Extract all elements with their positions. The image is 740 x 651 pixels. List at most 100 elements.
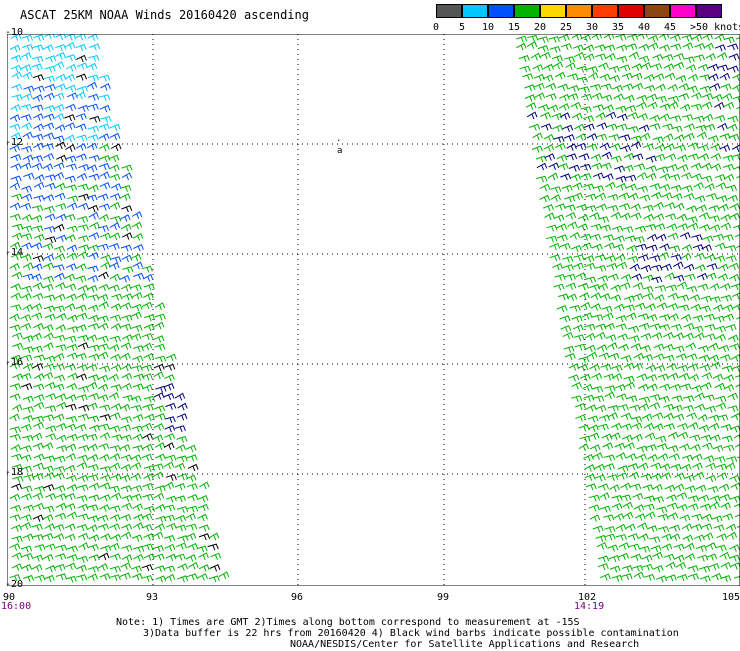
wind-barb	[664, 424, 675, 430]
wind-barb	[647, 526, 657, 532]
wind-barb	[722, 436, 733, 442]
wind-barb	[561, 44, 572, 50]
wind-barb	[732, 154, 740, 160]
wind-barb	[532, 146, 542, 152]
wind-barb	[680, 384, 691, 390]
wind-barb	[133, 346, 144, 352]
wind-barb	[76, 135, 87, 141]
wind-barb	[89, 117, 100, 123]
wind-barb	[56, 204, 67, 210]
wind-barb	[734, 433, 740, 440]
wind-barb	[144, 474, 154, 481]
wind-barb	[657, 444, 668, 450]
wind-barb	[622, 73, 632, 79]
wind-barb	[66, 284, 76, 291]
wind-barb	[582, 313, 592, 320]
wind-barb	[56, 75, 66, 82]
wind-barb	[563, 265, 574, 271]
wind-barb	[568, 86, 578, 92]
wind-barb	[668, 314, 678, 321]
wind-barb	[23, 576, 34, 582]
wind-barb	[98, 395, 108, 402]
wind-barb	[629, 336, 640, 342]
wind-barb	[99, 553, 109, 560]
wind-barb	[569, 364, 579, 371]
wind-barb	[677, 493, 687, 500]
wind-barb	[142, 423, 152, 430]
wind-barb	[600, 574, 610, 581]
wind-barb	[142, 495, 153, 501]
wind-barb	[592, 374, 602, 381]
wind-barb	[730, 204, 740, 211]
wind-barb	[677, 214, 687, 221]
wind-barb	[165, 426, 175, 433]
wind-barb	[132, 426, 143, 432]
wind-barb	[679, 373, 689, 380]
wind-barb	[687, 86, 697, 92]
wind-barb	[32, 163, 42, 170]
wind-barb	[710, 435, 720, 442]
wind-barb	[133, 384, 143, 390]
wind-barb	[98, 384, 108, 391]
wind-barb	[684, 324, 694, 331]
wind-barb	[66, 264, 76, 271]
wind-barb	[558, 164, 568, 170]
wind-barb	[122, 233, 132, 240]
wind-barb	[101, 117, 112, 123]
wind-barb	[622, 227, 633, 233]
wind-barb	[89, 213, 99, 220]
wind-barb	[639, 547, 650, 553]
wind-barb	[88, 135, 99, 141]
wind-barb	[557, 306, 567, 312]
wind-barb	[732, 85, 740, 92]
wind-barb	[164, 505, 175, 511]
island-marker: a	[337, 146, 342, 156]
wind-barb	[730, 214, 740, 221]
wind-barb	[44, 106, 54, 112]
wind-barb	[33, 256, 44, 262]
wind-barb	[722, 94, 732, 101]
wind-barb	[637, 34, 647, 39]
wind-barb	[691, 235, 702, 241]
wind-barb	[674, 484, 684, 491]
wind-barb	[99, 455, 109, 462]
wind-barb	[591, 155, 601, 162]
wind-barb	[55, 45, 66, 51]
lat-label: -12	[5, 137, 23, 148]
wind-barb	[667, 304, 677, 311]
wind-barb	[586, 194, 597, 200]
wind-barb	[552, 125, 562, 131]
wind-barb	[699, 566, 710, 572]
wind-barb	[710, 502, 720, 509]
wind-barb	[110, 554, 120, 560]
wind-barb	[696, 546, 707, 552]
wind-barb	[642, 287, 653, 293]
wind-barb	[660, 174, 670, 181]
wind-barb	[612, 226, 623, 232]
wind-barb	[638, 384, 648, 391]
wind-barb	[578, 215, 588, 221]
wind-barb	[608, 545, 618, 551]
wind-barb	[21, 523, 31, 530]
wind-barb	[579, 87, 590, 93]
wind-barb	[88, 465, 99, 471]
wind-barb	[121, 303, 131, 310]
wind-barb	[598, 63, 608, 70]
wind-barb	[709, 206, 720, 212]
wind-barb	[722, 366, 733, 372]
wind-barb	[592, 34, 602, 40]
wind-barb	[56, 34, 66, 40]
wind-barb	[666, 154, 676, 161]
wind-barb	[712, 516, 722, 522]
wind-barb	[87, 525, 97, 532]
wind-barb	[628, 194, 638, 201]
wind-barb	[663, 134, 673, 141]
wind-barb	[131, 455, 141, 462]
wind-barb	[66, 454, 76, 461]
wind-barb	[666, 562, 676, 569]
wind-barb	[23, 263, 33, 270]
wind-barb	[709, 424, 719, 431]
wind-barb	[131, 494, 141, 500]
wind-barb	[32, 274, 42, 281]
wind-barb	[142, 576, 153, 582]
